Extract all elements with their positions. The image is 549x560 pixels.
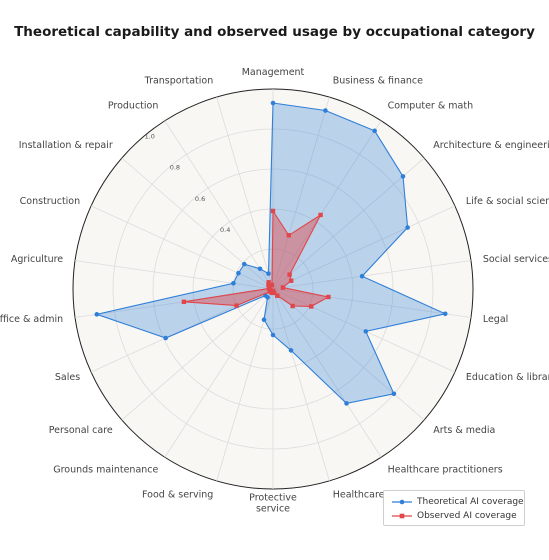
category-label: Personal care xyxy=(49,425,113,436)
category-label: Construction xyxy=(20,196,81,207)
radar-spoke xyxy=(272,96,330,290)
radar-spoke xyxy=(164,120,274,290)
radar-spoke xyxy=(272,288,425,421)
category-label: Arts & media xyxy=(433,425,495,436)
series-theoretical-point xyxy=(359,273,365,279)
series-theoretical-point xyxy=(257,266,263,272)
series-observed-point xyxy=(326,294,331,300)
series-observed-point xyxy=(287,272,292,277)
series-observed-point xyxy=(309,304,314,309)
series-observed-point xyxy=(269,282,275,288)
legend-label-theoretical: Theoretical AI coverage xyxy=(417,497,524,507)
radar-spoke xyxy=(272,205,456,290)
radial-tick-label: 0.8 xyxy=(170,164,180,172)
series-theoretical-point xyxy=(241,261,247,267)
series-theoretical-point xyxy=(391,391,397,397)
legend: Theoretical AI coverage Observed AI cove… xyxy=(383,490,525,526)
legend-label-observed: Observed AI coverage xyxy=(417,511,517,521)
series-theoretical-point xyxy=(266,271,271,276)
series-theoretical-point xyxy=(270,332,276,338)
radar-spoke xyxy=(90,205,274,290)
radar-spoke xyxy=(272,288,472,318)
series-observed-point xyxy=(318,212,323,218)
radar-spoke xyxy=(164,288,274,458)
category-label: Legal xyxy=(483,314,508,325)
radial-tick-label: 1.0 xyxy=(145,133,155,141)
series-theoretical-point xyxy=(405,225,410,230)
radar-spoke xyxy=(272,260,472,290)
category-label: Management xyxy=(242,67,305,78)
radar-spoke xyxy=(272,120,382,290)
legend-item-observed: Observed AI coverage xyxy=(392,510,517,522)
category-label: Grounds maintenance xyxy=(53,464,158,475)
legend-item-theoretical: Theoretical AI coverage xyxy=(392,496,524,508)
radar-labels: 0.4 0.6 0.8 1.0 Management Business & finance… xyxy=(0,67,549,515)
category-label: Sales xyxy=(55,372,80,383)
series-theoretical-point xyxy=(163,335,168,341)
radar-spoke xyxy=(272,157,425,290)
series-observed-point xyxy=(267,289,273,294)
series-observed-point xyxy=(181,299,187,305)
category-label: Transportation xyxy=(144,76,214,87)
series-theoretical-point xyxy=(400,174,406,179)
category-label: Computer & math xyxy=(388,101,474,112)
category-label: Education & library xyxy=(466,372,549,383)
series-observed-point xyxy=(280,285,286,290)
series-theoretical-point xyxy=(231,281,236,286)
series-theoretical-point xyxy=(94,312,100,317)
category-label: Office & admin xyxy=(0,314,63,325)
series-theoretical-point xyxy=(270,100,276,106)
series-observed-point xyxy=(267,285,272,290)
series-observed-point xyxy=(266,282,271,288)
radar-spoke xyxy=(121,157,274,290)
radial-tick-label: 0.4 xyxy=(220,226,230,234)
category-label: Agriculture xyxy=(11,254,63,265)
category-label: Food & serving xyxy=(142,489,213,500)
series-theoretical-point xyxy=(442,311,448,317)
series-theoretical-point xyxy=(372,128,377,134)
series-observed-point xyxy=(288,278,294,283)
series-theoretical-point xyxy=(363,329,369,334)
radar-spoke xyxy=(74,260,274,290)
chart-title: Theoretical capability and observed usag… xyxy=(14,24,535,40)
series-observed-point xyxy=(266,280,271,285)
series-theoretical-point xyxy=(323,108,328,113)
category-label: Life & social sciences xyxy=(466,196,549,207)
category-label: Healthcare practitioners xyxy=(388,464,503,475)
category-label: Social services xyxy=(483,254,549,265)
category-label: Healthcare support xyxy=(333,489,425,500)
category-label: Installation & repair xyxy=(19,140,113,151)
radar-spoke xyxy=(272,288,330,482)
radar-spoke xyxy=(74,288,274,318)
radar-spoke xyxy=(216,96,274,290)
series-theoretical-point xyxy=(236,270,241,276)
series-observed-point xyxy=(234,303,239,308)
radar-spoke xyxy=(272,288,382,458)
category-label: Production xyxy=(108,101,159,112)
series-observed-point xyxy=(286,233,291,238)
radar-series xyxy=(94,100,448,406)
series-theoretical-point xyxy=(261,317,267,323)
series-observed-point xyxy=(275,293,280,298)
legend-line-circle-icon xyxy=(392,499,412,505)
category-label: Business & finance xyxy=(333,76,423,87)
radial-tick-label: 0.6 xyxy=(195,195,205,203)
legend-line-square-icon xyxy=(392,513,412,519)
series-observed-point xyxy=(290,303,295,309)
series-theoretical-point xyxy=(288,348,294,353)
series-observed-point xyxy=(270,208,276,214)
category-label: Protective service xyxy=(249,493,297,515)
category-label: Architecture & engineering xyxy=(433,140,549,151)
series-theoretical-point xyxy=(344,401,349,406)
radar-spoke xyxy=(121,288,274,421)
